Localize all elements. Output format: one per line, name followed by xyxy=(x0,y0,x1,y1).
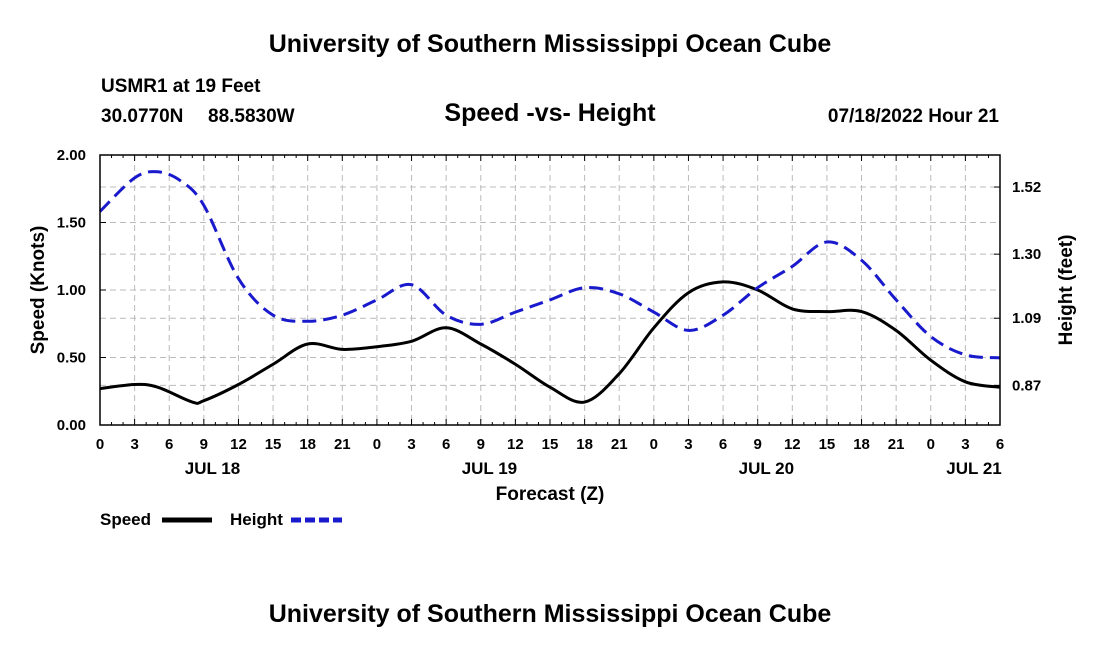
x-date-label: JUL 18 xyxy=(185,459,240,478)
y-axis-label: Speed (Knots) xyxy=(28,226,49,355)
x-tick-label: 0 xyxy=(96,436,104,453)
x-tick-label: 15 xyxy=(819,436,836,453)
x-tick-label: 12 xyxy=(230,436,247,453)
x-tick-label: 12 xyxy=(507,436,524,453)
y2-tick-label: 1.09 xyxy=(1012,310,1041,327)
x-tick-label: 12 xyxy=(784,436,801,453)
x-date-label: JUL 20 xyxy=(739,459,794,478)
x-tick-label: 18 xyxy=(853,436,870,453)
x-tick-label: 21 xyxy=(334,436,351,453)
x-tick-label: 18 xyxy=(576,436,593,453)
x-date-label: JUL 21 xyxy=(946,459,1001,478)
x-tick-label: 0 xyxy=(650,436,658,453)
y-tick-label: 1.50 xyxy=(57,215,86,232)
y2-tick-label: 1.30 xyxy=(1012,246,1041,263)
longitude-label: 88.5830W xyxy=(208,106,295,127)
x-tick-label: 9 xyxy=(477,436,485,453)
x-axis-label: Forecast (Z) xyxy=(496,484,605,505)
station-label: USMR1 at 19 Feet xyxy=(101,76,261,97)
datetime-label: 07/18/2022 Hour 21 xyxy=(827,106,999,127)
y2-axis-label: Height (feet) xyxy=(1056,235,1077,346)
x-tick-label: 6 xyxy=(719,436,727,453)
y-tick-label: 0.50 xyxy=(57,350,86,367)
page-title: University of Southern Mississippi Ocean… xyxy=(268,30,832,58)
y-tick-label: 1.00 xyxy=(57,282,86,299)
x-tick-label: 3 xyxy=(407,436,415,453)
y2-tick-label: 1.52 xyxy=(1012,179,1041,196)
x-tick-label: 6 xyxy=(442,436,450,453)
x-tick-label: 6 xyxy=(165,436,173,453)
chart-subtitle: Speed -vs- Height xyxy=(444,99,656,127)
x-tick-label: 3 xyxy=(130,436,138,453)
y-tick-label: 0.00 xyxy=(57,417,86,434)
legend-label-height: Height xyxy=(230,510,283,529)
latitude-label: 30.0770N xyxy=(101,106,184,127)
x-tick-label: 18 xyxy=(299,436,316,453)
footer-title: University of Southern Mississippi Ocean… xyxy=(268,600,832,628)
x-tick-label: 15 xyxy=(265,436,282,453)
x-tick-label: 0 xyxy=(373,436,381,453)
x-tick-label: 6 xyxy=(996,436,1004,453)
x-date-label: JUL 19 xyxy=(462,459,517,478)
x-tick-label: 15 xyxy=(542,436,559,453)
x-tick-label: 3 xyxy=(684,436,692,453)
x-tick-label: 9 xyxy=(754,436,762,453)
legend-label-speed: Speed xyxy=(100,510,151,529)
y-tick-label: 2.00 xyxy=(57,147,86,164)
x-tick-label: 9 xyxy=(200,436,208,453)
x-tick-label: 0 xyxy=(927,436,935,453)
series-line-speed xyxy=(99,280,1001,405)
x-tick-label: 3 xyxy=(961,436,969,453)
x-tick-label: 21 xyxy=(888,436,905,453)
y2-tick-label: 0.87 xyxy=(1012,377,1041,394)
x-tick-label: 21 xyxy=(611,436,628,453)
